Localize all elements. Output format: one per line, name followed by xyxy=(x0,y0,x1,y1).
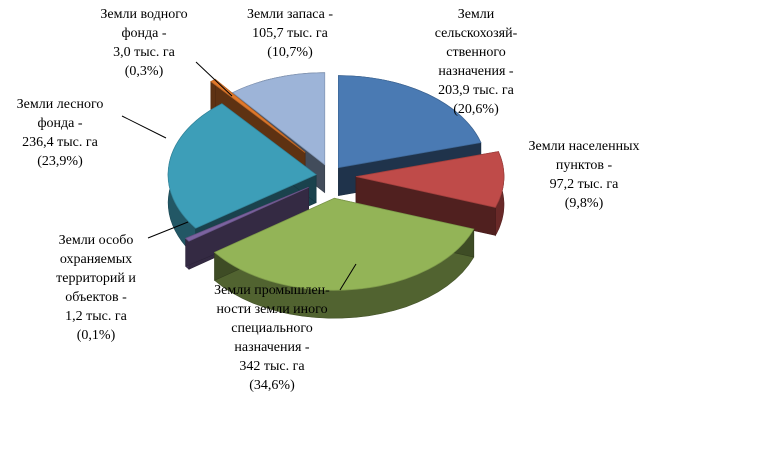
slice-label-line: назначения - xyxy=(438,64,514,79)
slice-label-line: пунктов - xyxy=(556,158,613,173)
slice-label-line: (23,9%) xyxy=(37,154,83,169)
pie-slice-6 xyxy=(231,72,326,166)
leader-line-5 xyxy=(195,61,233,97)
slice-label-0: Земли сельскохозяй-ственного назначения - 2… xyxy=(435,7,518,117)
slice-label-line: территорий и xyxy=(56,271,136,286)
slice-label-line: 3,0 тыс. га xyxy=(113,45,175,60)
leader-lines xyxy=(121,61,357,291)
slice-label-line: Земли особо xyxy=(59,233,134,248)
pie-slice-0 xyxy=(338,75,482,169)
slice-label-line: 342 тыс. га xyxy=(239,359,305,374)
slice-label-line: ности земли иного xyxy=(216,302,327,317)
leader-line-2 xyxy=(339,263,357,291)
leader-line-3 xyxy=(147,221,189,239)
slice-label-5: Земли водного фонда - 3,0 тыс. га (0,3%) xyxy=(100,7,187,79)
slice-labels: Земли сельскохозяй-ственного назначения - 2… xyxy=(17,7,640,393)
slice-label-line: 97,2 тыс. га xyxy=(550,177,619,192)
slice-label-line: специального xyxy=(231,321,313,336)
slice-label-line: (20,6%) xyxy=(453,102,499,117)
slice-label-line: Земли промышлен- xyxy=(214,283,330,298)
slice-label-line: (10,7%) xyxy=(267,45,313,60)
slice-label-line: фонда - xyxy=(121,26,166,41)
slice-label-line: назначения - xyxy=(234,340,310,355)
slice-label-line: 105,7 тыс. га xyxy=(252,26,328,41)
slice-label-line: Земли водного xyxy=(100,7,187,22)
slice-label-4: Земли лесного фонда - 236,4 тыс. га (23,9%) xyxy=(17,97,104,169)
pie-slice-2 xyxy=(213,197,475,291)
slice-label-line: Земли xyxy=(458,7,495,22)
pie-slice-3 xyxy=(184,186,309,242)
slice-label-line: Земли населенных xyxy=(529,139,640,154)
slice-label-line: Земли лесного xyxy=(17,97,104,112)
slice-label-line: охраняемых xyxy=(60,252,132,267)
slice-label-line: (0,3%) xyxy=(125,64,164,79)
pie-slice-1 xyxy=(355,151,505,208)
leader-line-4 xyxy=(121,115,167,139)
slice-label-3: Земли особо охраняемых территорий и объекто… xyxy=(56,233,136,343)
slice-label-line: 203,9 тыс. га xyxy=(438,83,514,98)
slice-label-line: фонда - xyxy=(37,116,82,131)
slice-label-line: ственного xyxy=(446,45,505,60)
pie-slice-4 xyxy=(167,103,317,229)
slice-label-1: Земли населенных пунктов - 97,2 тыс. га (9,… xyxy=(529,139,640,211)
pie-tops xyxy=(167,72,505,291)
slice-label-line: Земли запаса - xyxy=(247,7,333,22)
slice-label-line: 236,4 тыс. га xyxy=(22,135,98,150)
slice-label-line: (34,6%) xyxy=(249,378,295,393)
slice-label-2: Земли промышлен-ности земли иного специал… xyxy=(214,283,330,393)
slice-label-line: (9,8%) xyxy=(565,196,604,211)
pie-slice-5 xyxy=(210,78,306,153)
slice-label-line: 1,2 тыс. га xyxy=(65,309,127,324)
slice-label-line: объектов - xyxy=(65,290,127,305)
slice-label-line: сельскохозяй- xyxy=(435,26,518,41)
slice-label-6: Земли запаса - 105,7 тыс. га (10,7%) xyxy=(247,7,333,60)
slice-label-line: (0,1%) xyxy=(77,328,116,343)
